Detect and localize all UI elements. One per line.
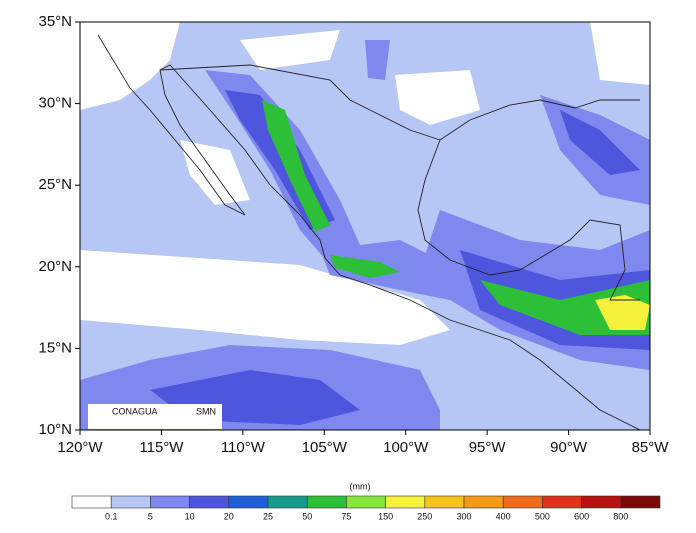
dry-area <box>240 30 340 70</box>
colorbar-unit: (mm) <box>350 481 371 491</box>
gulf-coast <box>417 99 640 301</box>
colorbar-box <box>424 495 465 509</box>
colorbar-box <box>346 495 386 509</box>
colorbar-box <box>71 495 112 509</box>
colorbar-label: 5 <box>148 511 153 521</box>
colorbar-label: 300 <box>456 511 471 521</box>
border <box>159 64 441 141</box>
lon-label: 90°W <box>550 439 588 456</box>
dry-areas <box>80 22 650 345</box>
lon-label: 100°W <box>383 439 429 456</box>
moderate-area <box>365 40 390 80</box>
colorbar-box <box>150 495 190 509</box>
coastlines <box>97 34 641 430</box>
lon-label: 85°W <box>632 439 670 456</box>
colorbar-box <box>542 495 582 509</box>
colorbar-box <box>189 495 230 509</box>
very-heavy-area <box>262 100 330 232</box>
colorbar-box <box>228 495 269 509</box>
lat-label: 35°N <box>38 13 72 30</box>
colorbar-box <box>110 495 151 509</box>
lon-label: 110°W <box>221 439 266 456</box>
colorbar-label: 50 <box>302 511 312 521</box>
lat-label: 30°N <box>38 95 72 112</box>
heavy-area <box>560 110 640 175</box>
colorbar-box <box>306 495 347 509</box>
lon-label: 120°W <box>57 439 103 456</box>
very-heavy-area <box>330 255 400 278</box>
colorbar-box <box>267 495 308 509</box>
extreme-area <box>595 295 650 330</box>
pacific-coast <box>97 34 641 430</box>
logo-text: CONAGUA <box>112 406 158 416</box>
colorbar-box <box>581 495 622 509</box>
colorbar-label: 250 <box>417 511 432 521</box>
colorbar-box <box>502 495 543 509</box>
colorbar-box <box>620 495 661 509</box>
colorbar-label: 600 <box>574 511 589 521</box>
lat-label: 25°N <box>38 176 72 193</box>
lat-label: 10°N <box>38 421 72 438</box>
lon-label: 115°W <box>139 439 184 456</box>
lon-label: 105°W <box>302 439 348 456</box>
lat-label: 20°N <box>38 258 72 275</box>
lat-label: 15°N <box>38 339 72 356</box>
colorbar-box <box>385 495 426 509</box>
dry-area <box>80 22 180 110</box>
colorbar-label: 20 <box>224 511 234 521</box>
colorbar-label: 400 <box>496 511 511 521</box>
colorbar-label: 75 <box>341 511 351 521</box>
map: CONAGUA SMN <box>80 22 650 430</box>
colorbar-label: 0.1 <box>105 511 118 521</box>
lon-label: 95°W <box>469 439 507 456</box>
dry-area <box>590 22 650 85</box>
dry-area <box>395 70 480 125</box>
colorbar-label: 150 <box>378 511 393 521</box>
logo-box <box>88 404 222 429</box>
dry-area <box>80 250 450 345</box>
colorbar-label: 10 <box>185 511 195 521</box>
colorbar-label: 800 <box>613 511 628 521</box>
colorbar-box <box>463 495 504 509</box>
dry-area <box>180 140 250 205</box>
logo-text: SMN <box>196 406 216 416</box>
map-frame <box>79 21 651 431</box>
colorbar-label: 500 <box>535 511 550 521</box>
colorbar-label: 25 <box>263 511 273 521</box>
